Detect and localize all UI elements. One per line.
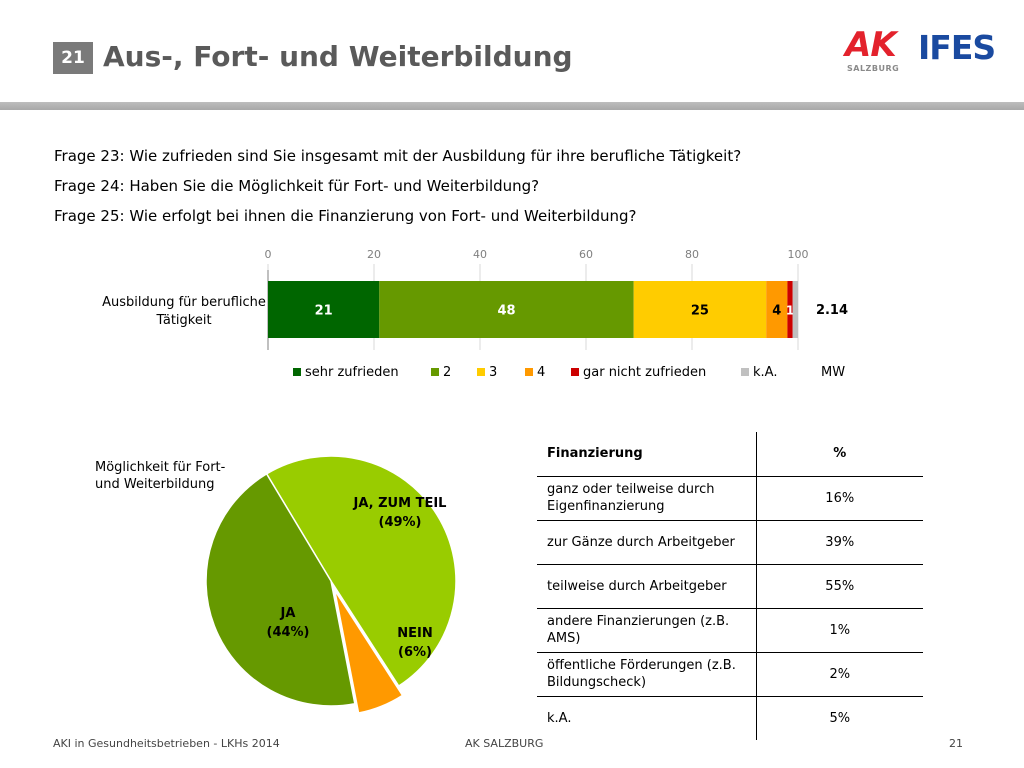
- bar-segment: [787, 281, 793, 338]
- logos: AK SALZBURG IFES: [843, 25, 996, 76]
- pie-slice: [205, 472, 356, 707]
- table-row: ganz oder teilweise durch Eigenfinanzier…: [537, 476, 923, 521]
- mw-value: 2.14: [816, 303, 848, 318]
- pie-chart: JA, ZUM TEIL (49%) NEIN (6%) JA (44%): [205, 455, 457, 714]
- category-label: Ausbildung für berufliche: [102, 295, 266, 310]
- pie-slice-name: JA: [280, 606, 296, 621]
- questions-block: Frage 23: Wie zufrieden sind Sie insgesa…: [54, 141, 741, 231]
- table-header-row: Finanzierung %: [537, 432, 923, 477]
- pie-slice-label: (6%): [398, 645, 432, 660]
- legend-label: sehr zufrieden: [305, 365, 399, 380]
- table-cell-label: andere Finanzierungen (z.B. AMS): [537, 608, 756, 653]
- table-row: zur Gänze durch Arbeitgeber 39%: [537, 520, 923, 565]
- ifes-logo: IFES: [918, 28, 996, 67]
- legend-swatch: [293, 368, 301, 376]
- x-tick-label: 0: [265, 248, 272, 261]
- legend-swatch: [431, 368, 439, 376]
- table-cell-value: 55%: [755, 564, 923, 609]
- bar-data-label: 21: [315, 304, 333, 319]
- table-cell-label: öffentliche Förderungen (z.B. Bildungsch…: [537, 652, 756, 697]
- financing-table: Finanzierung % ganz oder teilweise durch…: [537, 432, 923, 740]
- legend-swatch: [477, 368, 485, 376]
- legend-label: 4: [537, 365, 545, 380]
- question-25: Frage 25: Wie erfolgt bei ihnen die Fina…: [54, 207, 637, 225]
- x-tick-label: 40: [473, 248, 487, 261]
- table-cell-label: teilweise durch Arbeitgeber: [537, 564, 756, 609]
- header-divider: [0, 102, 1024, 110]
- bar-data-label: 25: [691, 304, 709, 319]
- bar-segment: [633, 281, 767, 338]
- footer-left: AKI in Gesundheitsbetrieben - LKHs 2014: [53, 737, 280, 750]
- legend-label: 2: [443, 365, 451, 380]
- x-tick-label: 60: [579, 248, 593, 261]
- table-cell-value: 16%: [755, 476, 923, 521]
- table-row: öffentliche Förderungen (z.B. Bildungsch…: [537, 652, 923, 697]
- legend-swatch: [741, 368, 749, 376]
- pie-slice-label: (49%): [379, 515, 422, 530]
- table-cell-value: 5%: [755, 696, 923, 740]
- table-cell-value: 1%: [755, 608, 923, 653]
- x-tick-label: 80: [685, 248, 699, 261]
- legend-mw-label: MW: [821, 365, 845, 380]
- question-23: Frage 23: Wie zufrieden sind Sie insgesa…: [54, 147, 742, 165]
- table-cell-label: zur Gänze durch Arbeitgeber: [537, 520, 756, 565]
- bar-data-label: 48: [497, 304, 515, 319]
- legend-swatch: [525, 368, 533, 376]
- footer-center: AK SALZBURG: [465, 737, 544, 750]
- legend-swatch: [571, 368, 579, 376]
- pie-caption-line-2: und Weiterbildung: [95, 477, 215, 492]
- ak-logo-subtitle: SALZBURG: [847, 64, 900, 73]
- question-24: Frage 24: Haben Sie die Möglichkeit für …: [54, 177, 540, 195]
- table-row: k.A. 5%: [537, 696, 923, 740]
- table-cell-value: 39%: [755, 520, 923, 565]
- bar-data-label: 4: [772, 304, 781, 319]
- pie-slice-name: NEIN: [397, 626, 432, 641]
- table-cell-label: k.A.: [547, 710, 572, 726]
- pie-slice: [265, 455, 457, 688]
- bar-segment: [268, 281, 380, 338]
- table-header-financing: Finanzierung: [537, 432, 756, 477]
- x-tick-label: 20: [367, 248, 381, 261]
- bar-data-label: 1: [786, 304, 794, 318]
- legend-label: 3: [489, 365, 497, 380]
- table-row: teilweise durch Arbeitgeber 55%: [537, 564, 923, 609]
- bar-segment: [766, 281, 788, 338]
- legend-label: k.A.: [753, 365, 777, 380]
- footer-page-number: 21: [949, 737, 963, 750]
- stacked-bar-chart: 0 20 40 60 80 100 Ausbildung für berufliche Tät…: [102, 248, 848, 380]
- table-header-percent: %: [755, 432, 923, 477]
- pie-caption: Möglichkeit für Fort- und Weiterbildung: [95, 459, 225, 493]
- page-title: Aus-, Fort- und Weiterbildung: [103, 40, 573, 73]
- bar-segment: [792, 281, 798, 338]
- ak-logo: AK: [845, 25, 897, 65]
- category-label: Tätigkeit: [155, 313, 211, 328]
- bar-segment: [379, 281, 634, 338]
- slide-number-badge: 21: [53, 42, 93, 74]
- table-cell-value: 2%: [755, 652, 923, 697]
- table-row: andere Finanzierungen (z.B. AMS) 1%: [537, 608, 923, 653]
- pie-slice-label: (44%): [267, 625, 310, 640]
- table-cell-label: ganz oder teilweise durch Eigenfinanzier…: [537, 476, 756, 521]
- x-tick-label: 100: [788, 248, 809, 261]
- pie-caption-line-1: Möglichkeit für Fort-: [95, 460, 226, 475]
- pie-slice-name: JA, ZUM TEIL: [353, 496, 447, 511]
- legend-label: gar nicht zufrieden: [583, 365, 706, 380]
- pie-slice: [333, 589, 404, 714]
